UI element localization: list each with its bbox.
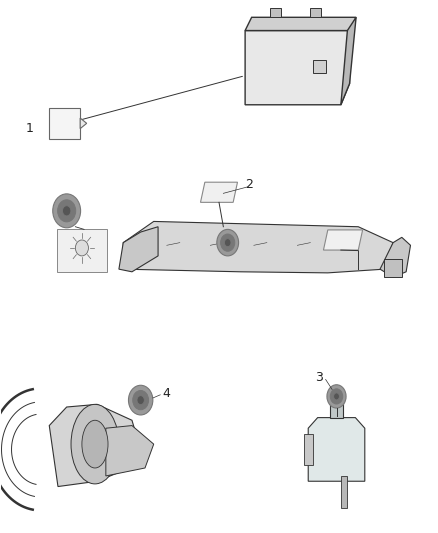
- Bar: [341, 476, 347, 508]
- Circle shape: [224, 239, 231, 247]
- Circle shape: [137, 395, 144, 405]
- Polygon shape: [123, 221, 393, 273]
- Bar: [304, 433, 313, 465]
- Circle shape: [221, 234, 235, 251]
- Bar: [330, 402, 343, 418]
- Ellipse shape: [82, 420, 108, 468]
- Polygon shape: [341, 17, 356, 105]
- Polygon shape: [245, 17, 356, 30]
- Polygon shape: [323, 230, 363, 250]
- Bar: [270, 8, 281, 17]
- Polygon shape: [57, 229, 107, 272]
- Polygon shape: [201, 182, 237, 203]
- Circle shape: [58, 200, 76, 222]
- Text: 3: 3: [315, 372, 323, 384]
- Polygon shape: [245, 30, 350, 105]
- Circle shape: [63, 206, 71, 216]
- Polygon shape: [308, 418, 365, 481]
- Circle shape: [327, 385, 346, 408]
- Bar: [385, 259, 402, 277]
- Ellipse shape: [71, 405, 119, 484]
- Polygon shape: [49, 405, 141, 487]
- Bar: [49, 108, 80, 139]
- Circle shape: [133, 391, 148, 410]
- Bar: [313, 60, 325, 73]
- Circle shape: [217, 229, 239, 256]
- Circle shape: [75, 240, 88, 256]
- Circle shape: [330, 389, 343, 404]
- Polygon shape: [380, 237, 410, 277]
- Polygon shape: [119, 227, 158, 272]
- Circle shape: [128, 385, 153, 415]
- Polygon shape: [80, 118, 87, 128]
- Circle shape: [334, 393, 339, 400]
- Polygon shape: [106, 425, 154, 476]
- Circle shape: [53, 194, 81, 228]
- Text: 1: 1: [26, 122, 34, 135]
- Text: 2: 2: [246, 178, 254, 191]
- Text: 4: 4: [163, 387, 171, 400]
- Bar: [310, 8, 321, 17]
